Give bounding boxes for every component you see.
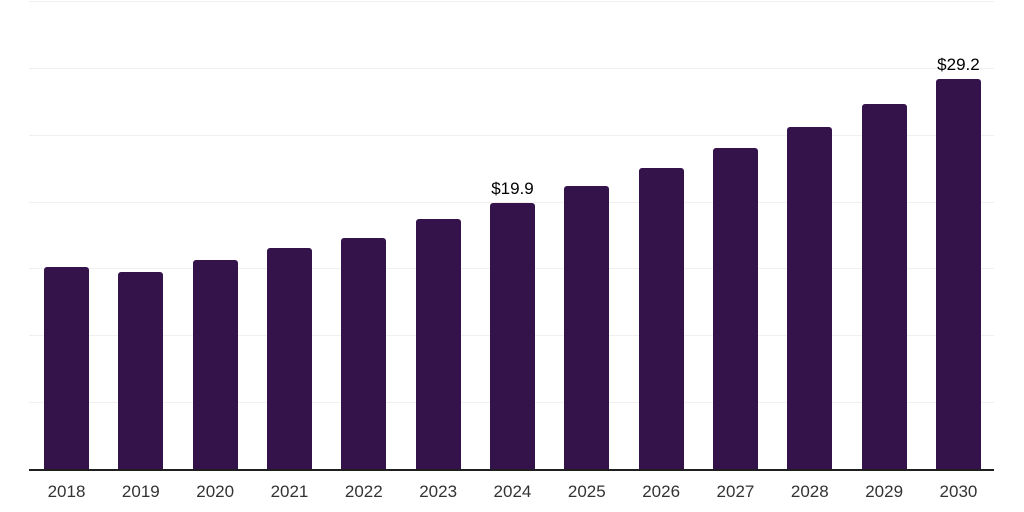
- bar-2018: [44, 267, 89, 469]
- x-tick-label-2020: 2020: [196, 482, 235, 501]
- x-tick-label-2021: 2021: [270, 482, 309, 501]
- bar-2027: [712, 148, 758, 469]
- gridline: [29, 134, 994, 136]
- bar-2028: [787, 126, 833, 469]
- gridline: [29, 1, 994, 2]
- x-tick-label-2025: 2025: [567, 482, 606, 501]
- x-tick-label-2029: 2029: [865, 482, 904, 501]
- gridline: [29, 67, 994, 69]
- x-tick-label-2028: 2028: [790, 482, 829, 501]
- x-tick-label-2023: 2023: [419, 482, 458, 501]
- bar-2030: [935, 78, 981, 469]
- value-label-2030: $29.2: [937, 54, 980, 74]
- x-tick-label-2019: 2019: [121, 482, 160, 501]
- bar-2029: [861, 103, 907, 469]
- bar-2022: [341, 237, 387, 469]
- gridline: [29, 201, 994, 203]
- bar-2019: [118, 272, 164, 469]
- bar-2020: [192, 260, 238, 469]
- x-tick-label-2026: 2026: [642, 482, 681, 501]
- bar-2025: [564, 185, 610, 469]
- x-tick-label-2030: 2030: [939, 482, 978, 501]
- x-tick-label-2027: 2027: [716, 482, 755, 501]
- bar-2021: [266, 248, 312, 469]
- x-tick-label-2022: 2022: [344, 482, 383, 501]
- bar-2023: [415, 218, 461, 469]
- x-tick-label-2018: 2018: [47, 482, 86, 501]
- x-tick-label-2024: 2024: [493, 482, 532, 501]
- bar-2024: [489, 202, 535, 469]
- plot-area: $19.9 $29.2: [29, 1, 994, 471]
- value-label-2024: $19.9: [491, 178, 534, 198]
- bar-2026: [638, 168, 684, 469]
